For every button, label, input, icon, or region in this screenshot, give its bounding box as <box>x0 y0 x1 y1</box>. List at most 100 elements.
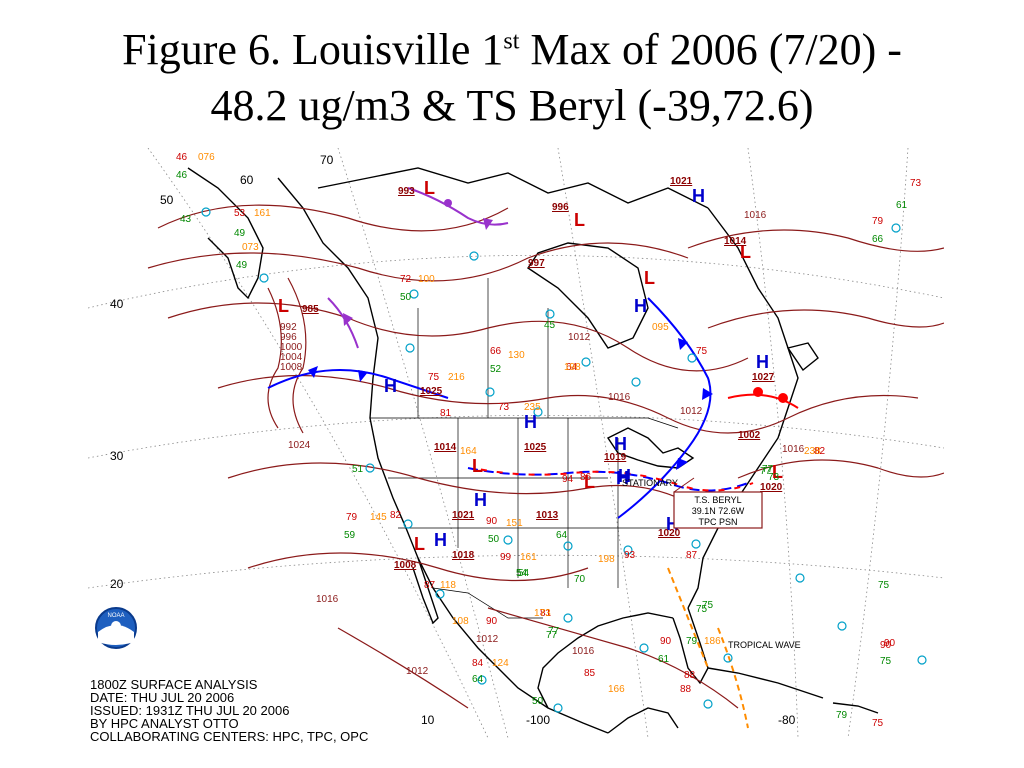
noaa-logo: NOAA <box>95 607 137 649</box>
trough <box>667 567 709 669</box>
temperature-value: 86 <box>580 472 592 483</box>
temperature-value: 73 <box>910 178 922 189</box>
low-pressure-center: L <box>424 178 435 198</box>
isobar-label: 1016 <box>316 594 339 605</box>
dewpoint-value: 75 <box>880 656 892 667</box>
temperature-value: 94 <box>562 474 574 485</box>
isobar-label: 1016 <box>572 646 595 657</box>
newfoundland <box>786 342 819 372</box>
low-pressure-center: L <box>772 462 783 482</box>
storm-name: T.S. BERYL <box>694 495 741 505</box>
warm-front-semicircle <box>753 387 763 397</box>
dewpoint-value: 45 <box>544 320 556 331</box>
occluded-front-2 <box>327 297 359 349</box>
low-pressure-center: L <box>472 456 483 476</box>
low-pressure-center: L <box>740 242 751 262</box>
yucatan <box>607 707 679 734</box>
center-pressure-value: 996 <box>552 202 569 213</box>
dewpoint-value: 77 <box>548 626 560 637</box>
florida <box>672 607 709 685</box>
dewpoint-value: 49 <box>234 228 246 239</box>
center-pressure-value: 1020 <box>658 528 681 539</box>
analysis-info: 1800Z SURFACE ANALYSIS DATE: THU JUL 20 … <box>90 678 368 743</box>
dewpoint-value: 54 <box>516 568 528 579</box>
gulf-coast <box>537 612 674 709</box>
temperature-value: 46 <box>176 152 188 163</box>
pressure-value: 095 <box>652 322 669 333</box>
storm-position: 39.1N 72.6W <box>692 506 745 516</box>
trough-2 <box>717 627 749 729</box>
cold-front <box>267 369 449 399</box>
occluded-front <box>407 187 509 226</box>
temperature-value: 85 <box>584 668 596 679</box>
dewpoint-value: 75 <box>878 580 890 591</box>
dewpoint-value: 73 <box>768 472 780 483</box>
dewpoint-value: 52 <box>490 364 502 375</box>
high-pressure-center: H <box>692 186 705 206</box>
analysis-issued: ISSUED: 1931Z THU JUL 20 2006 <box>90 703 290 718</box>
isobar-label: 1016 <box>608 392 631 403</box>
pressure-value: 161 <box>254 208 271 219</box>
high-pressure-center: H <box>434 530 447 550</box>
cold-front-triangle <box>678 338 688 350</box>
lat-label-50: 50 <box>160 193 174 207</box>
warm-front <box>727 393 799 409</box>
temperature-value: 82 <box>814 446 826 457</box>
low-pressure-center: L <box>414 534 425 554</box>
hudson-bay <box>527 242 649 349</box>
isobar-label: 1016 <box>782 444 805 455</box>
temperature-value: 93 <box>624 550 636 561</box>
isobar-label: 1016 <box>744 210 767 221</box>
cold-front-triangle <box>358 370 368 382</box>
temperature-value: 53 <box>234 208 246 219</box>
analysis-title: 1800Z SURFACE ANALYSIS <box>90 677 258 692</box>
dewpoint-value: 61 <box>896 200 908 211</box>
lat-label-30: 30 <box>110 449 124 463</box>
arctic-coast <box>317 167 709 209</box>
occluded-symbol <box>444 199 452 207</box>
center-pressure-value: 1021 <box>670 176 693 187</box>
dewpoint-value: 43 <box>180 214 192 225</box>
dewpoint-value: 64 <box>556 530 568 541</box>
dewpoint-value: 46 <box>176 170 188 181</box>
pressure-value: 151 <box>506 518 523 529</box>
temperature-value: 90 <box>486 516 498 527</box>
pressure-value: 108 <box>452 616 469 627</box>
dewpoint-value: 75 <box>696 604 708 615</box>
high-pressure-center: H <box>634 296 647 316</box>
temperature-value: 81 <box>440 408 452 419</box>
temperature-value: 90 <box>884 638 896 649</box>
occluded-symbol <box>483 218 493 230</box>
pressure-value: 073 <box>242 242 259 253</box>
fronts <box>267 187 799 729</box>
low-pressure-center: L <box>278 296 289 316</box>
low-pressure-center: L <box>574 210 585 230</box>
west-coast <box>277 177 609 734</box>
temperature-value: 99 <box>500 552 512 563</box>
isobar-label: 996 <box>280 332 297 343</box>
isobar-label: 1008 <box>280 362 303 373</box>
temperature-value: 66 <box>490 346 502 357</box>
temperature-value: 81 <box>540 608 552 619</box>
pressure-value: 186 <box>704 636 721 647</box>
temperature-value: 79 <box>872 216 884 227</box>
graticule <box>88 148 944 738</box>
isobar-label: 1004 <box>280 352 303 363</box>
cold-front-triangle <box>702 388 713 400</box>
cold-front-triangle <box>676 458 688 470</box>
temperature-value: 75 <box>428 372 440 383</box>
title-superscript: st <box>503 28 520 55</box>
pressure-value: 198 <box>598 554 615 565</box>
pressure-value: 198 <box>564 362 581 373</box>
temperature-value: 88 <box>684 670 696 681</box>
dewpoint-value: 77 <box>546 630 558 641</box>
slide-title: Figure 6. Louisville 1st Max of 2006 (7/… <box>0 22 1024 134</box>
dewpoint-value: 77 <box>760 466 772 477</box>
pressure-value: 235 <box>524 402 541 413</box>
dewpoint-value: 50 <box>400 292 412 303</box>
dewpoint-value: 61 <box>658 654 670 665</box>
logo-text: NOAA <box>107 613 124 619</box>
center-pressure-value: 1019 <box>604 452 627 463</box>
pressure-value: 130 <box>508 350 525 361</box>
center-pressure-value: 1014 <box>724 236 747 247</box>
